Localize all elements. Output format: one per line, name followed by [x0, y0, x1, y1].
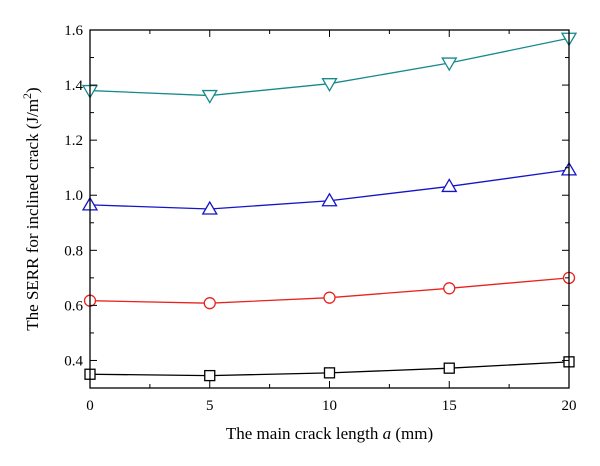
- data-point-circle: [323, 291, 336, 304]
- x-axis-title: The main crack length a (mm): [226, 424, 433, 443]
- x-tick-label: 15: [442, 398, 457, 414]
- data-point-square: [443, 362, 455, 374]
- series-square: [84, 356, 575, 382]
- y-tick-label: 1.0: [64, 188, 83, 204]
- series-layer: [81, 32, 578, 382]
- data-point-circle: [443, 282, 456, 295]
- y-tick-label: 1.2: [64, 133, 83, 149]
- x-tick-label: 0: [86, 398, 94, 414]
- series-circle: [83, 271, 576, 310]
- data-point-triangle-up: [201, 200, 218, 215]
- data-point-triangle-down: [201, 89, 218, 104]
- y-tick-label: 0.8: [64, 243, 83, 259]
- tick-labels: 0 5 10 15 20 0.4 0.6 0.8 1.0 1.2 1.4 1.6: [64, 23, 576, 414]
- y-tick-label: 1.6: [64, 23, 83, 39]
- x-tick-label: 10: [322, 398, 337, 414]
- data-point-square: [323, 367, 336, 379]
- data-point-square: [204, 369, 216, 382]
- data-point-circle: [203, 297, 216, 310]
- y-axis-title: The SERR for inclined crack (J/m2): [20, 87, 42, 330]
- data-point-triangle-down: [441, 57, 458, 72]
- data-point-triangle-up: [321, 192, 338, 207]
- axis-ticks: [89, 29, 570, 389]
- series-triangle-up: [81, 161, 578, 215]
- y-tick-label: 0.6: [64, 298, 83, 314]
- x-tick-label: 5: [206, 398, 214, 414]
- series-triangle-down: [81, 32, 578, 104]
- data-point-triangle-up: [441, 178, 458, 193]
- y-tick-label: 0.4: [64, 353, 83, 369]
- x-tick-label: 20: [562, 398, 577, 414]
- y-tick-label: 1.4: [64, 78, 83, 94]
- data-point-triangle-down: [321, 78, 338, 92]
